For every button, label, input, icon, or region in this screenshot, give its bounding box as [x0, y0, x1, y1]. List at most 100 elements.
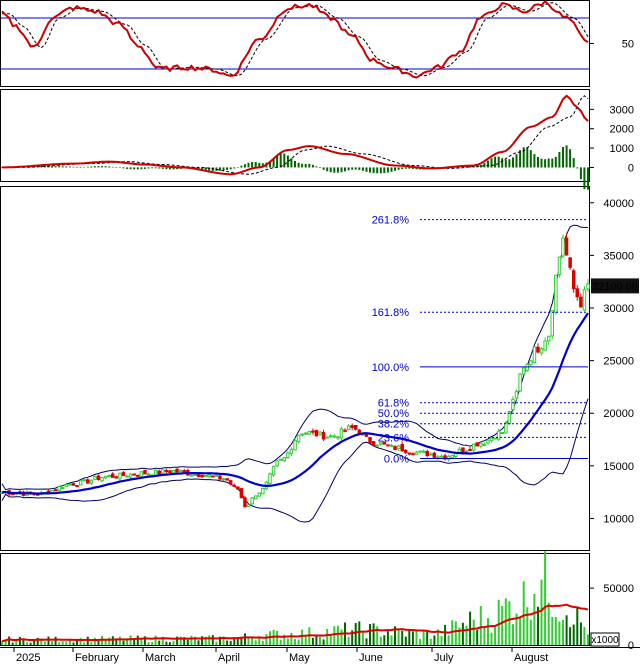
candle-body — [439, 455, 444, 458]
macd-histogram-bar — [540, 158, 543, 168]
volume-bar — [240, 636, 243, 645]
candle-body — [514, 390, 519, 399]
macd-histogram-bar — [147, 167, 150, 169]
macd-histogram-bar — [54, 166, 57, 168]
candle-body — [421, 450, 426, 453]
macd-histogram-bar — [358, 167, 361, 170]
volume-bar — [236, 637, 239, 645]
macd-histogram-bar — [279, 153, 282, 168]
volume-bar — [426, 630, 429, 645]
volume-bar — [301, 629, 304, 645]
macd-histogram-bar — [383, 167, 386, 174]
macd-histogram-bar — [261, 163, 264, 168]
macd-histogram-bar — [215, 167, 218, 171]
candle-body — [103, 475, 108, 479]
macd-histogram-bar — [490, 158, 493, 168]
volume-bar — [329, 635, 332, 645]
volume-bar — [583, 626, 586, 645]
candle-body — [243, 497, 247, 508]
macd-histogram-bar — [201, 167, 204, 170]
macd-histogram-bar — [269, 160, 271, 168]
bollinger-upper-line — [1, 224, 589, 491]
candle-body — [139, 471, 144, 478]
volume-bar — [93, 638, 96, 645]
volume-bar — [519, 617, 522, 645]
candle-body — [228, 480, 233, 485]
volume-bar — [211, 635, 214, 645]
volume-bar — [1, 641, 3, 645]
volume-bar — [172, 641, 175, 645]
volume-bar — [501, 606, 504, 645]
macd-histogram-bar — [65, 166, 68, 168]
macd-histogram-bar — [311, 164, 314, 168]
macd-histogram-bar — [301, 163, 304, 168]
macd-histogram-bar — [233, 167, 236, 169]
volume-bar — [158, 640, 161, 645]
volume-panel — [0, 553, 590, 646]
candle-body — [400, 444, 404, 452]
candle-body — [93, 476, 97, 480]
macd-histogram-bar — [276, 155, 279, 168]
candle-body — [554, 274, 558, 313]
y-tick-label: 40000 — [603, 198, 634, 210]
y-tick-label: 50 — [622, 39, 634, 51]
macd-histogram-bar — [129, 167, 132, 170]
volume-bar — [311, 637, 314, 645]
candle-body — [161, 469, 165, 474]
macd-histogram-bar — [229, 167, 232, 170]
macd-histogram-bar — [479, 164, 482, 168]
candle-body — [128, 473, 133, 478]
candle-body — [118, 472, 122, 480]
macd-histogram-bar — [533, 154, 536, 168]
macd-histogram-bar — [579, 167, 582, 180]
candle-body — [143, 469, 147, 475]
volume-bar — [397, 629, 400, 645]
volume-bar — [476, 629, 479, 645]
candle-body — [521, 367, 526, 375]
macd-histogram-bar — [483, 162, 486, 168]
volume-bar — [26, 642, 28, 645]
macd-histogram-bar — [404, 167, 407, 169]
volume-bar — [43, 641, 46, 645]
macd-histogram-bar — [154, 167, 157, 169]
volume-bar — [333, 626, 336, 645]
candle-body — [568, 257, 572, 268]
volume-bar — [286, 638, 289, 645]
macd-histogram-bar — [165, 167, 168, 170]
volume-bar — [579, 622, 582, 645]
candle-body — [539, 348, 544, 354]
candle-body — [175, 468, 179, 473]
macd-histogram-bar — [372, 167, 375, 174]
fib-level-label: 100.0% — [372, 362, 410, 374]
macd-histogram-bar — [304, 163, 307, 168]
x-tick-label: August — [514, 652, 548, 664]
candle-body — [236, 486, 240, 490]
macd-histogram-bar — [151, 167, 154, 169]
macd-histogram-bar — [497, 156, 500, 168]
volume-bar — [383, 635, 386, 645]
candle-body — [296, 434, 301, 443]
y-tick-label: 30000 — [603, 303, 634, 315]
macd-histogram-bar — [394, 167, 396, 171]
macd-histogram-bar — [68, 166, 71, 168]
macd-histogram-bar — [529, 150, 532, 168]
candle-body — [332, 435, 337, 438]
macd-histogram-bar — [126, 167, 129, 169]
volume-bar — [190, 635, 193, 645]
volume-bar — [526, 607, 529, 645]
volume-bar — [104, 640, 107, 645]
volume-bar — [551, 617, 554, 645]
volume-bar — [279, 639, 282, 645]
volume-bar — [197, 640, 200, 645]
candle-body — [547, 335, 551, 342]
volume-bar — [469, 611, 472, 645]
y-tick-label: 1000 — [610, 143, 634, 155]
volume-bar — [436, 629, 439, 645]
volume-bar — [358, 621, 361, 645]
candle-body — [300, 433, 304, 436]
candle-body — [82, 479, 86, 482]
candle-body — [346, 425, 351, 430]
macd-histogram-bar — [161, 167, 164, 169]
volume-bar — [515, 613, 518, 645]
volume-bar — [222, 636, 225, 645]
